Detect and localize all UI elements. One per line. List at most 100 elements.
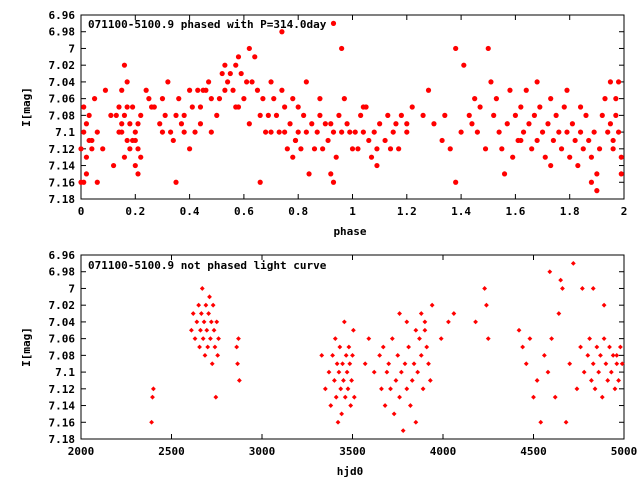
- data-point: [167, 129, 174, 135]
- data-point: [431, 121, 437, 127]
- data-point: [173, 112, 179, 118]
- data-point: [516, 327, 522, 333]
- data-point: [279, 29, 285, 35]
- data-point: [527, 336, 533, 342]
- data-point: [614, 352, 620, 358]
- data-point: [366, 336, 372, 342]
- data-point: [400, 428, 406, 434]
- data-point: [325, 137, 331, 144]
- x-tick-label: 1.2: [397, 205, 417, 218]
- data-point: [206, 79, 212, 85]
- data-point: [607, 79, 614, 85]
- data-point: [213, 394, 219, 400]
- data-point: [81, 129, 87, 135]
- data-point: [292, 137, 299, 144]
- data-point: [564, 87, 570, 93]
- data-point: [358, 112, 364, 118]
- data-point: [594, 344, 600, 350]
- y-tick-label: 7.14: [49, 160, 76, 173]
- x-tick-label: 2: [621, 205, 628, 218]
- data-point: [590, 286, 596, 291]
- data-point: [531, 394, 536, 400]
- data-point: [203, 302, 209, 308]
- data-point: [173, 179, 179, 185]
- chart-title: 071100-5100.9 phased with P=314.0day: [88, 18, 327, 31]
- data-point: [151, 386, 156, 392]
- data-point: [438, 336, 444, 342]
- data-point: [594, 171, 600, 177]
- data-point: [351, 394, 357, 400]
- data-point: [257, 179, 263, 185]
- data-point: [349, 146, 356, 152]
- data-point: [282, 104, 288, 110]
- data-point: [176, 96, 182, 102]
- data-point: [303, 79, 309, 85]
- data-point: [113, 112, 119, 118]
- data-point: [371, 129, 377, 135]
- data-point: [341, 319, 347, 325]
- data-point: [352, 129, 358, 135]
- data-point: [116, 129, 122, 135]
- data-point: [216, 336, 221, 342]
- data-point: [545, 369, 551, 375]
- data-point: [607, 121, 614, 127]
- data-point: [552, 394, 558, 400]
- data-point: [578, 344, 583, 350]
- data-point: [282, 129, 288, 135]
- data-point: [216, 96, 223, 102]
- data-point: [94, 179, 100, 185]
- data-point: [523, 361, 529, 367]
- data-point: [336, 369, 342, 375]
- data-point: [317, 112, 323, 118]
- data-point: [520, 129, 527, 135]
- phased-light-curve-chart: 0 0.2 0.4 0.6 0.8 1 1.2 1.4 1.6 1.8 2 6.96 6.98 7 7.0…: [20, 9, 627, 238]
- data-point: [127, 121, 133, 127]
- data-points: [149, 260, 625, 434]
- data-point: [187, 87, 193, 93]
- data-point: [413, 419, 419, 425]
- data-point: [408, 403, 413, 408]
- data-point: [453, 45, 459, 52]
- data-point: [89, 137, 95, 144]
- data-point: [422, 319, 428, 325]
- data-point: [138, 112, 144, 118]
- data-point: [235, 54, 242, 60]
- data-point: [466, 112, 472, 118]
- data-point: [610, 352, 616, 358]
- x-tick-label: 2500: [158, 445, 185, 458]
- data-point: [233, 104, 239, 110]
- data-point: [332, 378, 337, 383]
- data-point: [194, 319, 200, 325]
- raw-light-curve-chart: 2000 2500 3000 3500 4000 4500 5000 6.96 6.98 7 7.…: [20, 249, 637, 478]
- data-point: [201, 319, 207, 325]
- data-point: [108, 112, 114, 118]
- data-point: [330, 352, 335, 358]
- y-tick-label: 7: [68, 282, 75, 295]
- data-point: [447, 146, 453, 152]
- data-point: [411, 361, 417, 367]
- data-point: [396, 146, 402, 152]
- data-point: [102, 87, 109, 93]
- data-point: [586, 137, 592, 144]
- data-point: [360, 129, 366, 135]
- data-point: [148, 104, 155, 110]
- data-point: [330, 179, 337, 185]
- data-point: [512, 112, 519, 118]
- data-point: [350, 352, 355, 358]
- x-tick-label: 0: [78, 205, 85, 218]
- y-tick-label: 7.08: [49, 109, 76, 122]
- data-point: [499, 146, 505, 152]
- data-point: [319, 352, 325, 358]
- data-point: [347, 361, 353, 367]
- data-point: [371, 369, 377, 375]
- data-point: [591, 129, 597, 135]
- data-point: [420, 112, 426, 118]
- data-point: [273, 112, 280, 118]
- y-tick-label: 6.96: [49, 249, 76, 262]
- data-point: [393, 378, 399, 383]
- y-tick-label: 7.12: [49, 143, 76, 156]
- data-point: [553, 112, 559, 118]
- data-point: [545, 121, 551, 127]
- data-point: [203, 87, 209, 93]
- y-tick-label: 7.1: [55, 126, 75, 139]
